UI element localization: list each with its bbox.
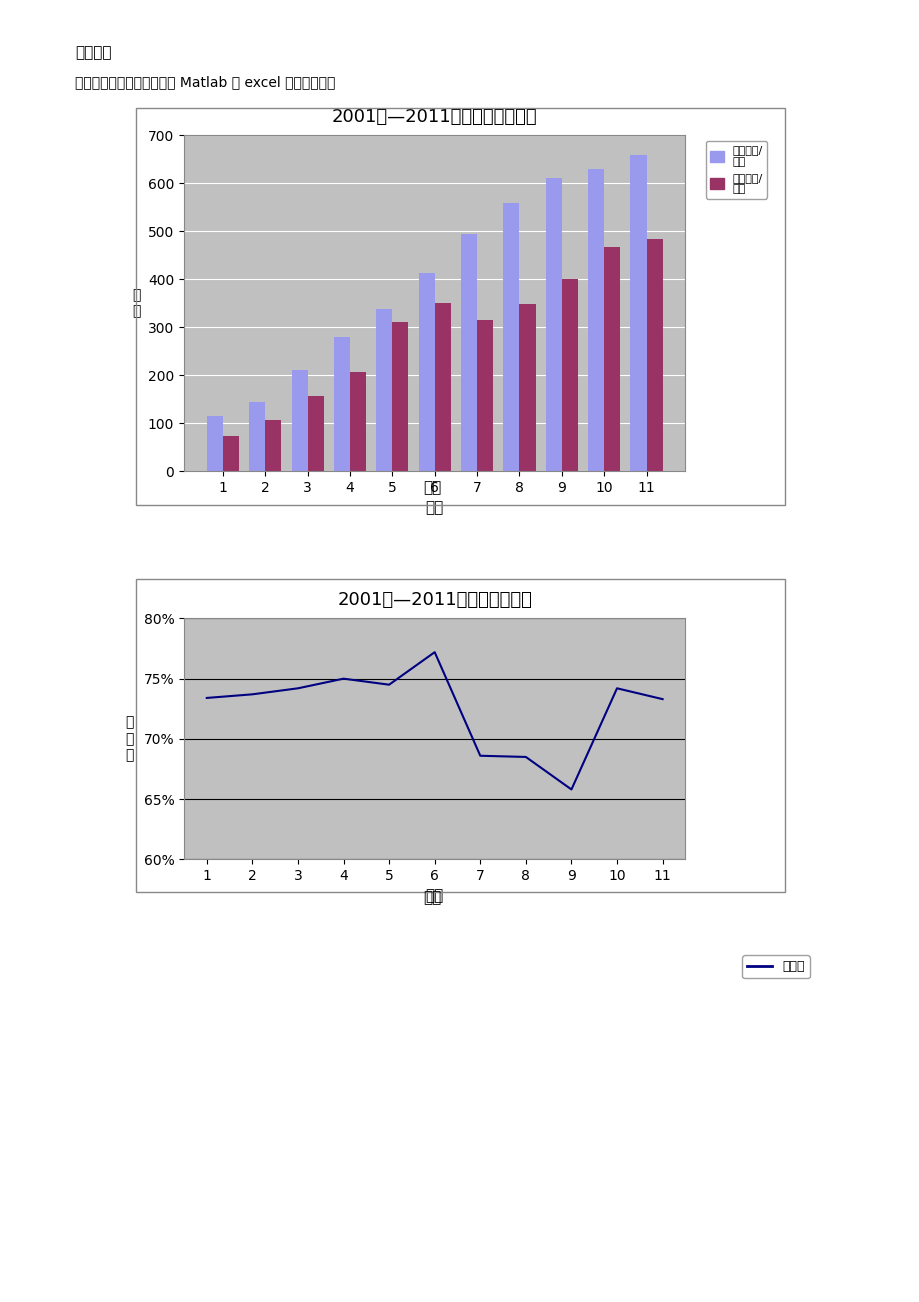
Y-axis label: 人
数: 人 数 — [132, 288, 141, 319]
Legend: 就业率: 就业率 — [742, 956, 809, 978]
Bar — [418, 273, 435, 471]
Bar — [630, 155, 646, 471]
Bar — [435, 303, 450, 471]
Bar — [249, 402, 265, 471]
Legend: 毕业人数/
万人, 就业人数/
万人: 毕业人数/ 万人, 就业人数/ 万人 — [705, 141, 766, 199]
Y-axis label: 就
业
率: 就 业 率 — [125, 716, 133, 762]
Bar — [391, 322, 408, 471]
Bar — [207, 417, 222, 471]
Bar — [503, 203, 519, 471]
Bar — [265, 421, 281, 471]
Bar — [349, 372, 366, 471]
Bar — [222, 436, 239, 471]
Bar — [604, 247, 619, 471]
Text: 表三: 表三 — [423, 891, 441, 905]
Bar — [562, 280, 577, 471]
Text: 表二: 表二 — [423, 480, 441, 495]
Text: 通过表中所给数据我们可由 Matlab 和 excel 来求其分布图: 通过表中所给数据我们可由 Matlab 和 excel 来求其分布图 — [75, 76, 335, 89]
Title: 2001年—2011年毕业生就业情况: 2001年—2011年毕业生就业情况 — [332, 108, 537, 125]
Bar — [477, 320, 493, 471]
Bar — [460, 234, 477, 471]
Bar — [519, 305, 535, 471]
Bar — [334, 337, 349, 471]
Bar — [545, 178, 562, 471]
Title: 2001年—2011年毕业生就业率: 2001年—2011年毕业生就业率 — [337, 591, 531, 608]
X-axis label: 时间: 时间 — [425, 888, 443, 904]
Bar — [307, 396, 323, 471]
Bar — [646, 240, 662, 471]
X-axis label: 时间: 时间 — [425, 500, 443, 516]
Bar — [376, 309, 391, 471]
Bar — [587, 168, 604, 471]
Text: 问题一：: 问题一： — [75, 46, 112, 60]
Bar — [291, 370, 307, 471]
